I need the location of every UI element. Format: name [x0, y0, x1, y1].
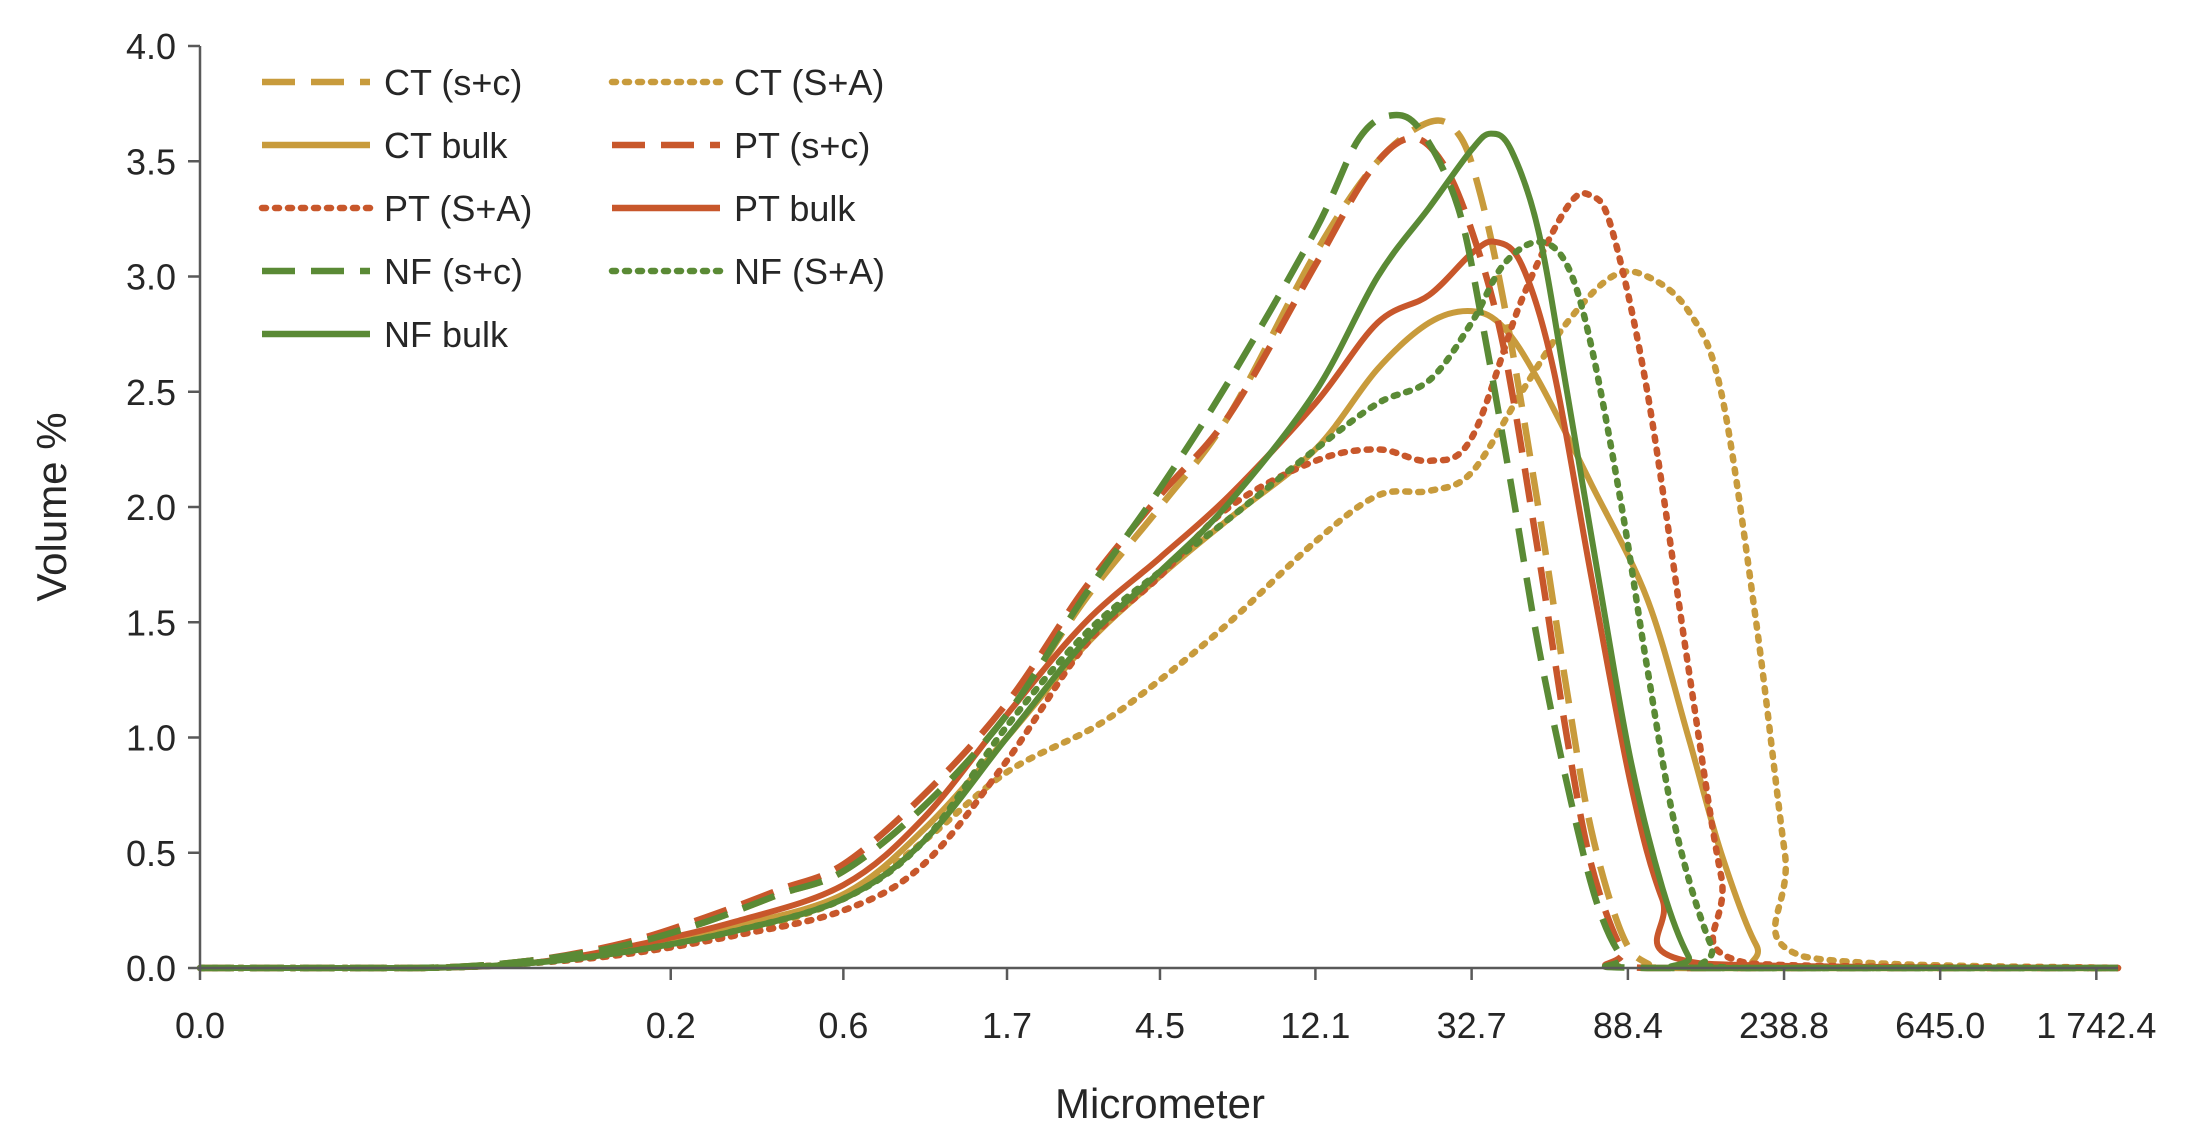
series-line-ct-s-c [199, 117, 2118, 972]
x-tick-label: 88.4 [1593, 1005, 1663, 1046]
legend-label-ct-s-c: CT (s+c) [384, 62, 522, 103]
y-tick-label: 2.5 [126, 372, 176, 413]
series-line-ct-s-a [196, 268, 2122, 972]
x-tick-label: 1.7 [982, 1005, 1032, 1046]
y-tick-label: 4.0 [126, 26, 176, 67]
legend-label-ct-s-a: CT (S+A) [734, 62, 884, 103]
x-tick-label: 0.2 [646, 1005, 696, 1046]
y-axis-label: Volume % [28, 412, 75, 601]
series-line-pt-s-a [196, 190, 2122, 972]
x-tick-label: 645.0 [1895, 1005, 1985, 1046]
legend-label-nf-s-a: NF (S+A) [734, 251, 885, 292]
series-line-pt-s-c [199, 134, 2118, 972]
legend-label-nf-s-c: NF (s+c) [384, 251, 523, 292]
y-tick-label: 2.0 [126, 487, 176, 528]
x-ticks: 0.0 0.2 0.6 1.7 4.5 12.1 32.7 88.4 238.8 645.0 1 7… [175, 968, 2156, 1046]
legend-label-pt-s-a: PT (S+A) [384, 188, 532, 229]
series-line-nf-bulk [199, 130, 2118, 972]
series-line-ct-bulk [199, 307, 2118, 972]
axes [198, 46, 2118, 970]
legend-label-pt-s-c: PT (s+c) [734, 125, 870, 166]
y-tick-label: 0.5 [126, 833, 176, 874]
y-tick-label: 1.0 [126, 718, 176, 759]
legend-label-ct-bulk: CT bulk [384, 125, 508, 166]
y-tick-label: 3.0 [126, 257, 176, 298]
y-tick-label: 1.5 [126, 602, 176, 643]
series-line-nf-s-c [199, 111, 2118, 972]
x-tick-label: 0.6 [818, 1005, 868, 1046]
x-tick-label: 12.1 [1280, 1005, 1350, 1046]
plot-lines [196, 111, 2122, 972]
x-tick-label: 0.0 [175, 1005, 225, 1046]
x-tick-label: 1 742.4 [2036, 1005, 2156, 1046]
x-tick-label: 238.8 [1739, 1005, 1829, 1046]
x-axis-label: Micrometer [1055, 1080, 1265, 1127]
legend-label-nf-bulk: NF bulk [384, 314, 509, 355]
series-line-pt-bulk [199, 238, 2119, 972]
y-tick-label: 0.0 [126, 948, 176, 989]
legend-label-pt-bulk: PT bulk [734, 188, 856, 229]
x-tick-label: 32.7 [1437, 1005, 1507, 1046]
x-tick-label: 4.5 [1135, 1005, 1185, 1046]
legend: CT (s+c) CT (S+A) CT bulk PT (s+c) PT (S+A) P… [258, 62, 885, 355]
y-ticks: 0.0 0.5 1.0 1.5 2.0 2.5 3.0 3.5 4.0 [126, 26, 200, 989]
y-tick-label: 3.5 [126, 141, 176, 182]
